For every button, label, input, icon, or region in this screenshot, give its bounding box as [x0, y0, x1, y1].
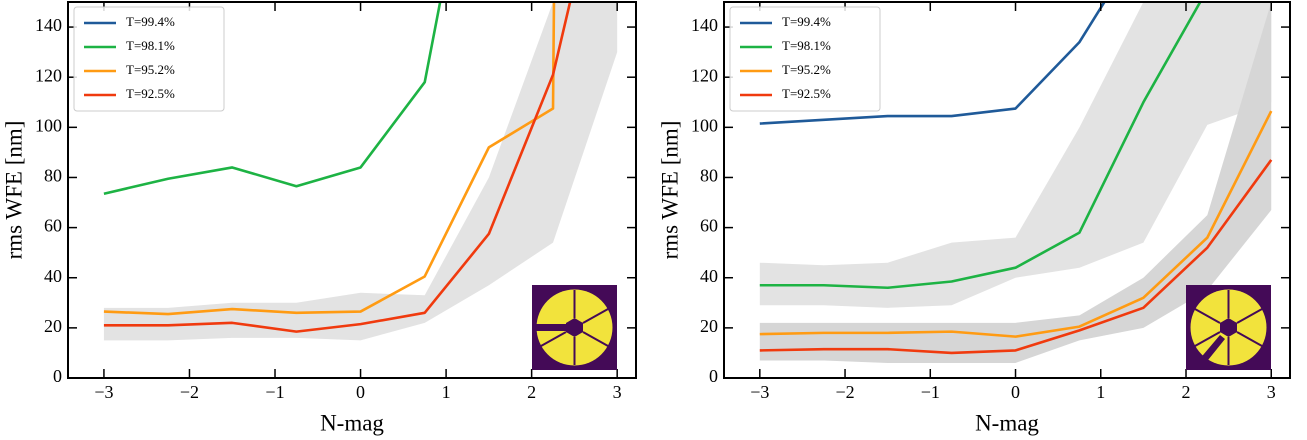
x-tick-label: −1: [265, 382, 284, 402]
y-tick-label: 20: [700, 316, 718, 336]
y-tick-label: 80: [44, 166, 62, 186]
plot-area: [103, 2, 618, 341]
y-axis-label: rms WFE [nm]: [1, 121, 26, 260]
line: [759, 2, 1202, 290]
line: [103, 2, 556, 316]
x-tick-label: 1: [1096, 382, 1105, 402]
y-tick-label: 0: [709, 366, 718, 386]
line: [759, 159, 1273, 355]
y-axis-label: rms WFE [nm]: [657, 121, 682, 260]
x-axis-label: N-mag: [320, 410, 384, 435]
x-tick-label: −3: [94, 382, 113, 402]
x-tick-label: −2: [180, 382, 199, 402]
y-tick-label: 120: [691, 65, 718, 85]
axes-frame: [67, 1, 637, 379]
legend-label: T=98.1%: [782, 38, 831, 53]
x-tick-label: 0: [1011, 382, 1020, 402]
y-tick-label: 80: [700, 166, 718, 186]
legend-label: T=99.4%: [782, 14, 831, 29]
y-tick-label: 20: [44, 316, 62, 336]
legend-label: T=95.2%: [126, 62, 175, 77]
y-tick-label: 60: [700, 216, 718, 236]
band: [759, 2, 1272, 363]
x-tick-label: −1: [921, 382, 940, 402]
y-tick-label: 40: [44, 266, 62, 286]
legend-label: T=92.5%: [126, 86, 175, 101]
x-tick-label: −2: [835, 382, 854, 402]
line: [759, 2, 1106, 125]
y-tick-label: 140: [691, 15, 718, 35]
line: [759, 110, 1273, 338]
x-tick-label: 0: [356, 382, 365, 402]
legend-box: [729, 6, 881, 112]
line: [103, 2, 572, 333]
plot-area: [759, 2, 1273, 363]
y-tick-label: 100: [691, 115, 718, 135]
y-tick-label: 120: [35, 65, 62, 85]
legend-label: T=95.2%: [782, 62, 831, 77]
x-tick-label: 2: [527, 382, 536, 402]
axes-frame: [723, 1, 1291, 379]
band: [759, 2, 1272, 308]
x-tick-label: 3: [613, 382, 622, 402]
x-tick-label: 3: [1267, 382, 1276, 402]
pupil-inset: [1186, 285, 1271, 370]
pupil-inset: [532, 285, 617, 370]
y-tick-label: 0: [53, 366, 62, 386]
legend-label: T=92.5%: [782, 86, 831, 101]
line: [103, 2, 442, 196]
legend-label: T=99.4%: [126, 14, 175, 29]
band: [103, 2, 618, 341]
y-tick-label: 140: [35, 15, 62, 35]
x-tick-label: −3: [750, 382, 769, 402]
x-tick-label: 1: [442, 382, 451, 402]
y-tick-label: 40: [700, 266, 718, 286]
legend-label: T=98.1%: [126, 38, 175, 53]
x-tick-label: 2: [1182, 382, 1191, 402]
y-tick-label: 60: [44, 216, 62, 236]
y-tick-label: 100: [35, 115, 62, 135]
x-axis-label: N-mag: [975, 410, 1039, 435]
legend-box: [73, 6, 225, 112]
